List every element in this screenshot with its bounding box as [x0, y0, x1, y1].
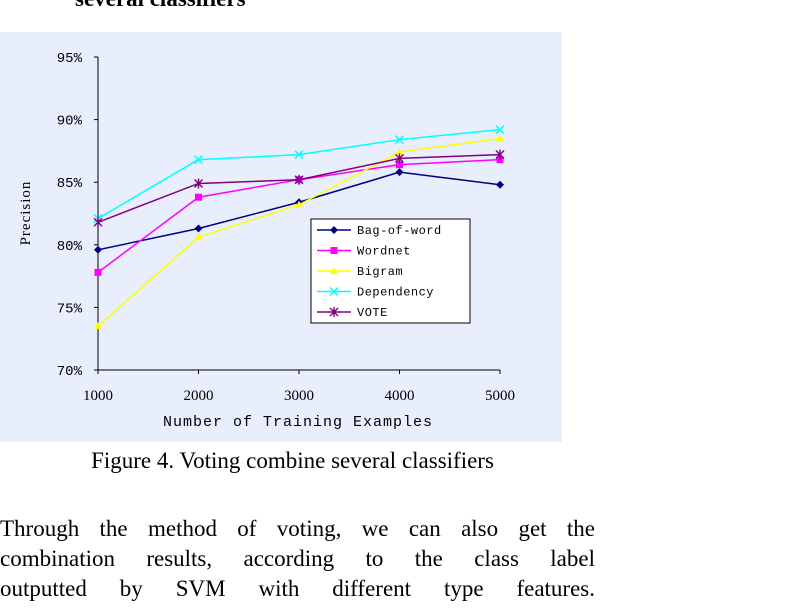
x-tick-label: 5000: [485, 388, 515, 404]
cut-off-heading: several classifiers: [75, 0, 246, 12]
y-tick-label: 70%: [57, 364, 83, 380]
data-point: [394, 135, 405, 145]
plot-background: [0, 32, 562, 442]
data-point: [496, 134, 504, 142]
figure-caption: Figure 4. Voting combine several classif…: [91, 448, 494, 473]
legend-marker: [330, 247, 338, 254]
legend-label: Wordnet: [357, 245, 411, 259]
precision-line-chart: 70% 75% 80% 85% 90% 95% 1000 2000 3000 4000 5000 B…: [0, 32, 562, 442]
body-paragraph: Through the method of voting, we can als…: [0, 514, 595, 604]
x-tick-label: 1000: [83, 388, 113, 404]
series-vote: [93, 149, 505, 228]
data-point: [194, 224, 203, 233]
body-line: combination results, according to the cl…: [0, 546, 595, 571]
data-point: [294, 174, 304, 185]
data-point: [495, 125, 505, 135]
legend-label: Bag-of-word: [357, 224, 442, 238]
legend-label: Bigram: [357, 265, 403, 279]
legend-marker: [330, 226, 338, 234]
legend-marker: [329, 307, 339, 317]
legend-marker: [329, 286, 339, 297]
y-tick-label: 85%: [57, 176, 83, 192]
y-tick-label: 90%: [57, 114, 83, 130]
data-point: [94, 322, 102, 330]
data-point: [294, 150, 304, 160]
x-tick-label: 2000: [184, 388, 214, 404]
data-point: [94, 268, 102, 276]
data-point: [195, 193, 202, 201]
data-point: [194, 233, 203, 241]
data-point: [395, 148, 404, 156]
data-point: [295, 200, 303, 208]
legend-label: Dependency: [357, 286, 434, 300]
y-tick-label: 95%: [57, 51, 83, 67]
data-point: [194, 178, 203, 189]
data-point: [396, 161, 403, 169]
data-point: [395, 153, 404, 164]
x-tick-label: 4000: [385, 388, 415, 404]
x-axis-label: Number of Training Examples: [163, 414, 433, 431]
data-point: [94, 245, 102, 254]
y-tick-label: 80%: [57, 239, 83, 255]
data-point: [193, 155, 204, 165]
legend-label: VOTE: [357, 306, 388, 320]
data-point: [496, 180, 504, 189]
body-line: outputted by SVM with different type fea…: [0, 576, 595, 601]
legend-marker: [330, 267, 338, 274]
data-point: [495, 149, 505, 160]
series-bigram: [94, 134, 504, 330]
data-point: [93, 217, 103, 228]
y-axis-label: Precision: [18, 181, 34, 246]
y-tick-label: 75%: [57, 301, 83, 317]
data-point: [496, 156, 504, 164]
body-line: Through the method of voting, we can als…: [0, 516, 595, 541]
data-point: [395, 168, 404, 177]
x-tick-label: 3000: [284, 388, 314, 404]
